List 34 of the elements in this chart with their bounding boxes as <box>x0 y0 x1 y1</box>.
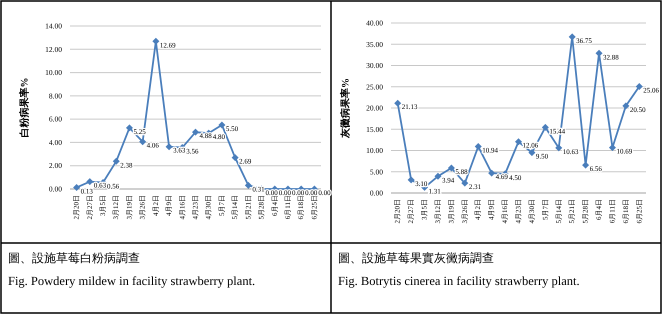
point <box>152 38 160 45</box>
point <box>86 178 94 186</box>
point <box>555 144 562 152</box>
point <box>408 176 415 184</box>
point <box>192 128 199 136</box>
point <box>636 82 643 90</box>
point <box>448 164 455 172</box>
text: 圖、設施草莓白粉病調查 <box>8 251 140 265</box>
text: Fig. Botrytis cinerea in facility strawberry plant. <box>338 274 580 288</box>
point <box>434 172 442 180</box>
point <box>515 138 522 146</box>
text: 圖、設施草莓果實灰黴病調查 <box>338 251 494 265</box>
point <box>73 184 80 191</box>
point <box>542 124 549 131</box>
point <box>218 121 226 128</box>
text: Fig. Powdery mildew in facility strawberry plant. <box>8 274 256 288</box>
point <box>244 182 252 189</box>
point <box>166 143 173 150</box>
point <box>622 102 630 110</box>
point <box>126 124 133 132</box>
point <box>582 162 590 169</box>
point <box>488 170 496 177</box>
point <box>568 33 576 40</box>
point <box>528 149 536 156</box>
point <box>461 180 468 187</box>
point <box>394 100 402 107</box>
point <box>232 154 239 162</box>
y-axis-title: 白粉病果率% <box>18 78 30 138</box>
y-axis-title: 灰黴病果率% <box>340 78 352 139</box>
point <box>596 50 603 57</box>
point <box>608 144 616 152</box>
point <box>474 143 482 150</box>
point <box>112 158 120 165</box>
point <box>139 138 146 146</box>
